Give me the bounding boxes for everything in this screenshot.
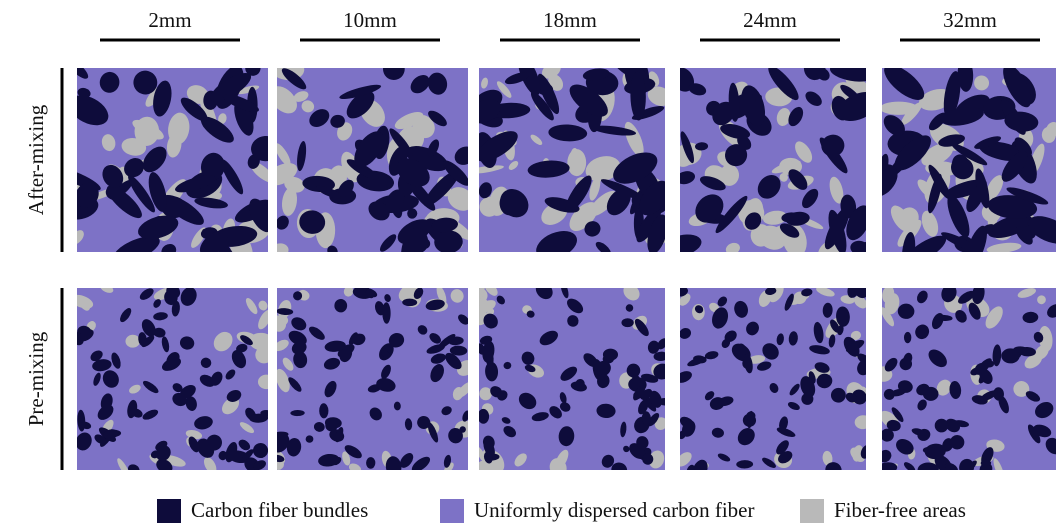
fiber-bundle xyxy=(904,332,911,343)
micrograph-panel xyxy=(55,57,282,272)
fiber-bundle xyxy=(621,318,633,327)
legend-label: Carbon fiber bundles xyxy=(191,498,368,522)
legend-label: Uniformly dispersed carbon fiber xyxy=(474,498,755,522)
legend-swatch xyxy=(440,499,464,523)
legend-swatch xyxy=(157,499,181,523)
fiber-bundle xyxy=(603,349,618,361)
fiber-bundle xyxy=(1013,346,1027,353)
micrograph-panel xyxy=(872,282,1056,481)
micrograph-panel xyxy=(469,279,673,480)
micrograph-panel xyxy=(68,282,275,479)
column-header: 24mm xyxy=(743,8,797,32)
column-header: 32mm xyxy=(943,8,997,32)
micrograph-panel xyxy=(861,57,1056,271)
micrograph-panel xyxy=(466,51,680,265)
legend-swatch xyxy=(800,499,824,523)
column-header: 2mm xyxy=(148,8,191,32)
column-header: 18mm xyxy=(543,8,597,32)
fiber-bundle xyxy=(923,387,939,401)
micrograph-panel xyxy=(266,279,477,478)
micrograph-panel xyxy=(674,277,874,482)
panel-grid xyxy=(55,51,1056,482)
row-label: After-mixing xyxy=(24,104,48,215)
micrograph-panel xyxy=(658,56,883,265)
legend-label: Fiber-free areas xyxy=(834,498,966,522)
row-label: Pre-mixing xyxy=(24,331,48,426)
column-header: 10mm xyxy=(343,8,397,32)
figure: 2mm 10mm 18mm 24mm 32mm After-mixing Pre-mixin… xyxy=(0,0,1056,525)
micrograph-panel xyxy=(262,54,478,272)
